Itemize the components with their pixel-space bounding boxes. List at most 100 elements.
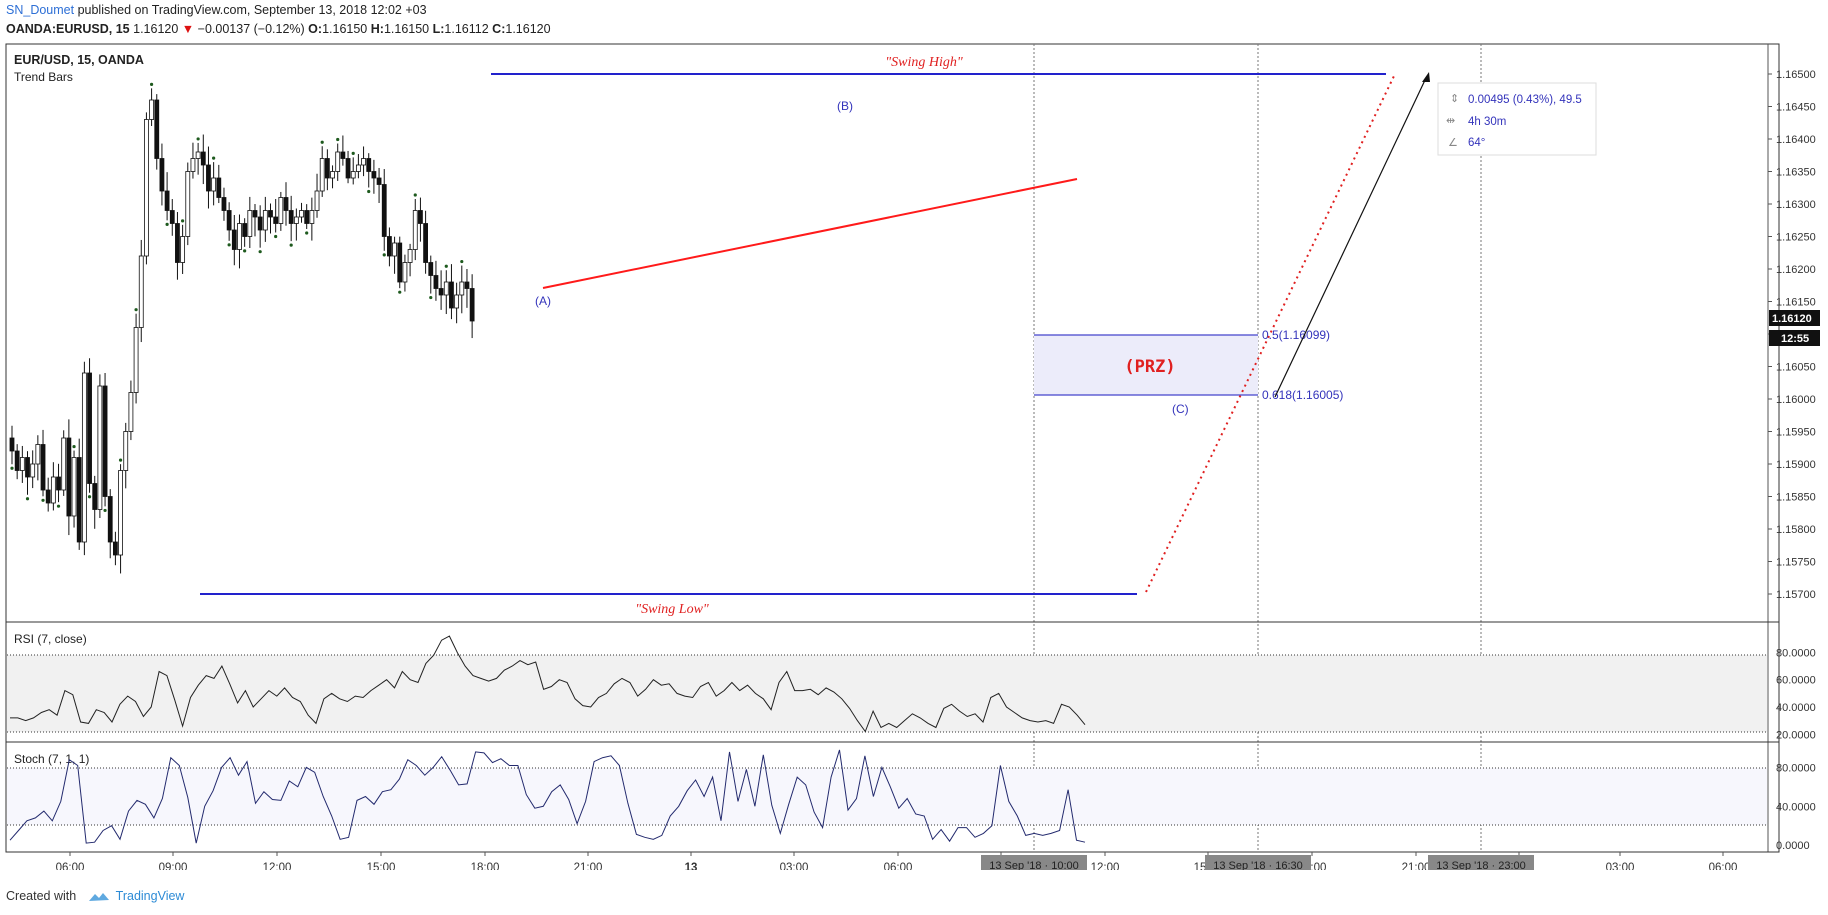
candle-body — [293, 216, 299, 224]
candle-body — [175, 223, 180, 263]
author-link[interactable]: SN_Doumet — [6, 3, 75, 17]
candle-body — [423, 223, 429, 263]
candle-body — [381, 184, 387, 237]
candle-body — [268, 210, 273, 218]
candle-body — [387, 236, 392, 257]
candle-body — [50, 476, 56, 504]
rsi-pane[interactable]: RSI (7, close) 80.0000 60.0000 40.0000 20.0… — [7, 632, 1816, 741]
crosshair-tag — [1428, 855, 1534, 870]
open-label: O: — [308, 22, 323, 36]
time-tick-label: 12:00 — [263, 862, 292, 870]
candle-body — [247, 210, 253, 237]
price-tick-label: 1.16050 — [1776, 362, 1816, 374]
candle-body — [92, 483, 98, 510]
candle-body — [45, 489, 51, 504]
measure-angle: 64° — [1468, 137, 1485, 149]
footer: Created with TradingView — [6, 889, 184, 903]
trend-dot — [398, 290, 402, 294]
candle-body — [35, 444, 41, 465]
trend-dot — [87, 495, 92, 499]
trend-dot — [336, 137, 340, 142]
trend-dot — [41, 498, 45, 502]
trend-dot — [320, 140, 324, 144]
stoch-pane[interactable]: Stoch (7, 1, 1) 80.0000 40.0000 0.0000 — [7, 749, 1816, 852]
symbol-label: OANDA:EURUSD, 15 — [6, 22, 130, 36]
price-tick-label: 1.16350 — [1776, 167, 1816, 179]
trend-dot — [56, 504, 61, 508]
measure-box: ⇕ 0.00495 (0.43%), 49.5 ⇹ 4h 30m ∠ 64° — [1437, 82, 1597, 156]
candle-body — [242, 223, 248, 237]
chart-canvas[interactable]: EUR/USD, 15, OANDA Trend Bars (PRZ) 0.5(… — [0, 0, 1828, 870]
candle-body — [397, 242, 403, 283]
arrow-line[interactable] — [1274, 77, 1427, 398]
candle-body — [443, 281, 449, 296]
candle-body — [138, 255, 144, 328]
tradingview-link[interactable]: TradingView — [115, 889, 185, 903]
candle-body — [340, 151, 346, 159]
trendline[interactable] — [542, 178, 1078, 289]
trend-dot — [149, 82, 154, 86]
last-price-marker — [1769, 310, 1820, 326]
candle-body — [407, 249, 413, 263]
rsi-axis: 80.0000 60.0000 40.0000 20.0000 — [1776, 647, 1816, 741]
time-tick-label: 06:00 — [884, 862, 913, 870]
candle-body — [97, 385, 103, 510]
time-tick-label: 06:00 — [1709, 862, 1738, 870]
price-tick-label: 1.16500 — [1776, 69, 1816, 81]
price-range-icon: ⇕ — [1450, 92, 1459, 105]
rsi-band — [7, 655, 1767, 732]
low-label: L: — [432, 22, 445, 36]
price-axis[interactable]: 1.16500 1.16450 1.16400 1.16350 1.16300 1.162… — [1768, 69, 1816, 601]
candle-body — [252, 210, 258, 218]
high-label: H: — [370, 22, 384, 36]
candle-body — [319, 158, 325, 192]
candle-body — [133, 327, 139, 393]
candle-body — [25, 457, 30, 478]
candle-body — [288, 210, 294, 224]
low-value: 1.16112 — [444, 22, 489, 36]
candle-body — [87, 372, 92, 484]
candle-body — [144, 119, 149, 257]
candle-body — [330, 171, 335, 179]
rsi-series-line — [10, 635, 1086, 733]
rsi-tick-label: 40.0000 — [1776, 702, 1816, 714]
price-tick-label: 1.15800 — [1776, 524, 1816, 536]
time-tick-label: 13 — [685, 862, 698, 870]
close-value: 1.16120 — [505, 22, 551, 36]
candle-body — [257, 216, 263, 231]
trend-dot — [103, 508, 107, 513]
trend-dot — [25, 497, 30, 501]
candle-body — [169, 210, 175, 224]
trend-dot — [289, 243, 293, 247]
candle-body — [335, 151, 341, 172]
candle-body — [14, 450, 20, 471]
candle-body — [273, 216, 279, 224]
crosshair-tag-label: 13 Sep '18 · 10:00 — [989, 860, 1079, 870]
trend-dot — [72, 444, 76, 449]
candle-body — [118, 470, 123, 556]
price-tick-label: 1.16250 — [1776, 232, 1816, 244]
price-pane[interactable]: EUR/USD, 15, OANDA Trend Bars (PRZ) 0.5(… — [9, 44, 1597, 852]
candles — [9, 82, 475, 574]
stoch-band — [7, 768, 1767, 825]
candle-body — [107, 496, 113, 543]
candle-body — [61, 437, 67, 491]
price-tick-label: 1.16300 — [1776, 199, 1816, 211]
candle-body — [350, 171, 356, 179]
prz-label: (PRZ) — [1124, 357, 1175, 377]
price-tick-label: 1.16450 — [1776, 102, 1816, 114]
rsi-title: RSI (7, close) — [14, 632, 87, 646]
close-label: C: — [492, 22, 506, 36]
indicator-label: Trend Bars — [14, 70, 73, 84]
open-value: 1.16150 — [322, 22, 368, 36]
candle-body — [428, 262, 434, 276]
stoch-title: Stoch (7, 1, 1) — [14, 752, 89, 766]
arrow-head-icon — [1422, 72, 1430, 82]
candle-body — [128, 392, 134, 432]
trend-dot — [196, 137, 200, 141]
candle-body — [376, 177, 382, 185]
candle-body — [314, 190, 320, 211]
rsi-tick-label: 60.0000 — [1776, 675, 1816, 687]
prz-zone[interactable] — [1034, 335, 1258, 395]
down-arrow-icon: ▼ — [181, 22, 195, 36]
